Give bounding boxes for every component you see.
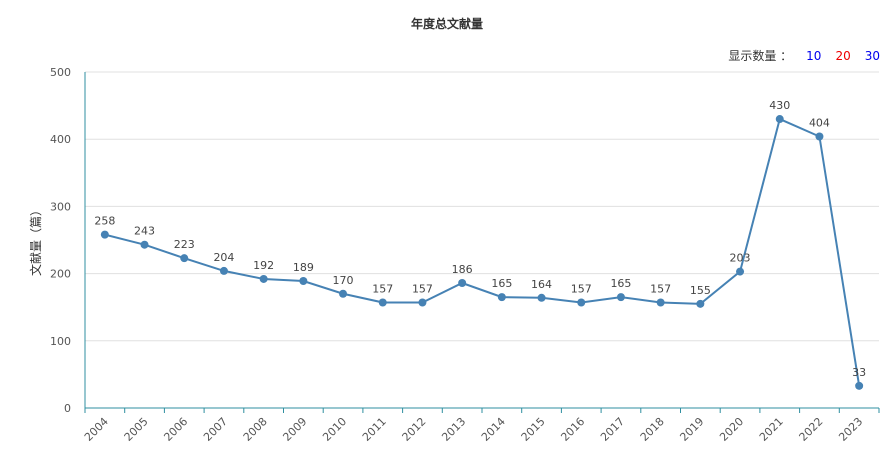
- x-tick-label: 2014: [479, 415, 508, 444]
- data-point: [458, 279, 467, 288]
- data-labels: 258 243 223 204 192 189 170 157 157 186 165 164 157 1…: [94, 99, 866, 379]
- display-count-option-10[interactable]: 10: [806, 49, 822, 63]
- y-tick-label: 0: [64, 402, 71, 415]
- data-points: [100, 115, 864, 390]
- data-label: 404: [809, 117, 830, 130]
- data-label: 258: [94, 215, 115, 228]
- y-tick-label: 200: [50, 268, 71, 281]
- data-point: [180, 254, 189, 263]
- data-point: [696, 299, 705, 308]
- data-label: 157: [650, 282, 671, 295]
- data-label: 33: [852, 366, 866, 379]
- x-tick-label: 2013: [439, 415, 468, 444]
- y-tick-label: 100: [50, 335, 71, 348]
- display-count-label: 显示数量 ：: [728, 49, 793, 63]
- data-point: [378, 298, 387, 307]
- x-tick-label: 2017: [598, 415, 627, 444]
- data-label: 186: [452, 263, 473, 276]
- data-point: [775, 115, 784, 124]
- data-point: [100, 230, 109, 239]
- data-point: [736, 267, 745, 276]
- data-label: 189: [293, 261, 314, 274]
- data-point: [219, 266, 228, 275]
- data-label: 203: [730, 252, 751, 265]
- data-label: 165: [491, 277, 512, 290]
- x-tick-label: 2012: [400, 415, 429, 444]
- data-label: 243: [134, 225, 155, 238]
- display-count-selector: 显示数量 ： 10 20 30: [728, 47, 880, 64]
- data-point: [656, 298, 665, 307]
- data-point: [339, 289, 348, 298]
- x-tick-label: 2023: [836, 415, 865, 444]
- data-label: 157: [571, 282, 592, 295]
- y-tick-label: 300: [50, 200, 71, 213]
- data-point: [140, 240, 149, 249]
- x-tick-label: 2009: [280, 415, 309, 444]
- data-label: 155: [690, 284, 711, 297]
- data-point: [616, 293, 625, 302]
- x-tick-label: 2018: [638, 415, 667, 444]
- x-tick-label: 2016: [558, 415, 587, 444]
- data-label: 204: [213, 251, 234, 264]
- y-axis-label: 文献量（篇）: [28, 204, 43, 276]
- x-tick-label: 2015: [519, 415, 548, 444]
- x-tick-label: 2007: [201, 415, 230, 444]
- axes: [84, 72, 880, 413]
- display-count-option-30[interactable]: 30: [864, 49, 880, 63]
- data-label: 170: [333, 274, 354, 287]
- y-tick-label: 400: [50, 133, 71, 146]
- x-tick-label: 2022: [797, 415, 826, 444]
- x-tick-label: 2005: [122, 415, 151, 444]
- x-tick-label: 2019: [677, 415, 706, 444]
- data-point: [577, 298, 586, 307]
- data-point: [815, 132, 824, 141]
- x-tick-label: 2010: [320, 415, 349, 444]
- series-line: [104, 117, 861, 386]
- x-tick-label: 2021: [757, 415, 786, 444]
- data-label: 157: [412, 282, 433, 295]
- x-tick-label: 2006: [161, 415, 190, 444]
- data-point: [299, 276, 308, 285]
- data-point: [497, 293, 506, 302]
- display-count-option-20[interactable]: 20: [835, 49, 851, 63]
- chart-title: 年度总文献量: [410, 17, 483, 31]
- data-point: [259, 274, 268, 283]
- x-tick-label: 2008: [241, 415, 270, 444]
- data-label: 165: [610, 277, 631, 290]
- x-tick-labels: 2004 2005 2006 2007 2008 2009 2010 2011 2012 2013…: [82, 415, 865, 444]
- y-tick-label: 500: [50, 66, 71, 79]
- data-label: 430: [769, 99, 790, 112]
- data-label: 192: [253, 259, 274, 272]
- x-tick-label: 2004: [82, 415, 111, 444]
- y-tick-labels: 0 100 200 300 400 500: [50, 66, 71, 415]
- series-polyline: [104, 117, 861, 386]
- x-tick-label: 2011: [360, 415, 389, 444]
- data-point: [855, 381, 864, 390]
- data-label: 223: [174, 238, 195, 251]
- data-point: [537, 293, 546, 302]
- data-label: 164: [531, 278, 552, 291]
- x-tick-label: 2020: [717, 415, 746, 444]
- grid-lines: [85, 71, 879, 342]
- data-point: [418, 298, 427, 307]
- data-label: 157: [372, 282, 393, 295]
